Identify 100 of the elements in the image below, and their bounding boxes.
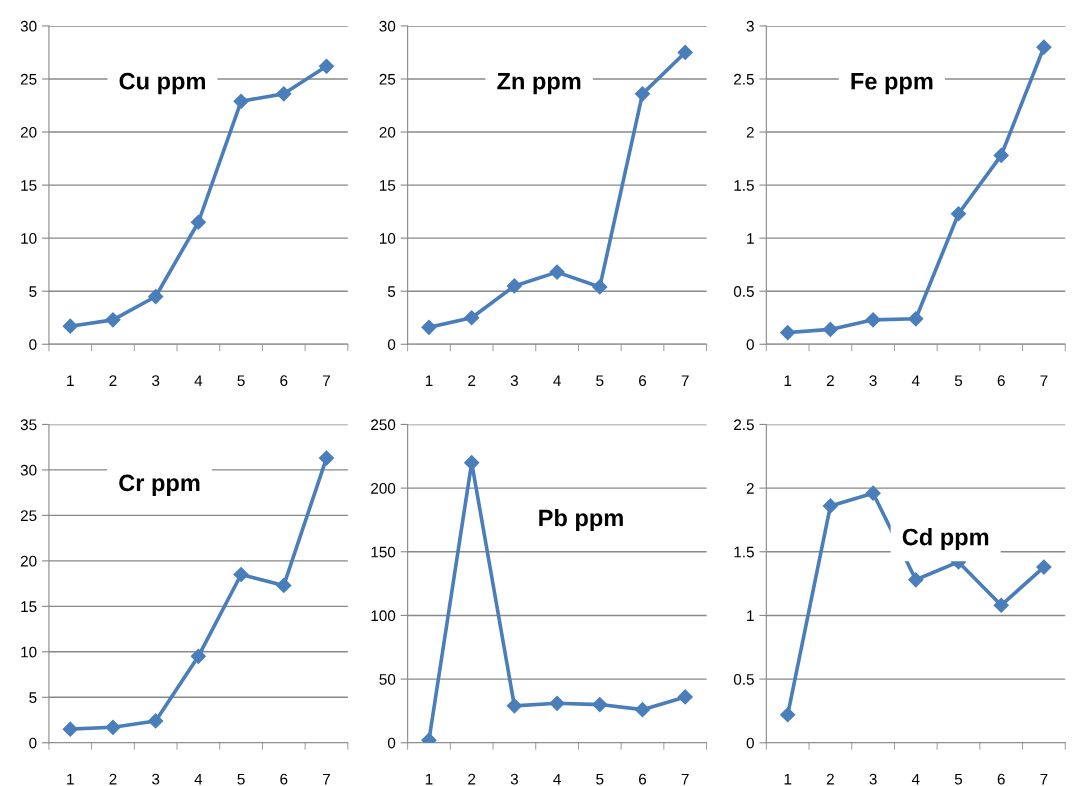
x-tick-label: 1: [67, 375, 74, 386]
x-tick-label: 6: [639, 375, 647, 387]
x-tick-label: 4: [911, 375, 920, 386]
point: [634, 702, 651, 718]
text: Pb ppm: [539, 508, 623, 531]
point: [318, 58, 335, 74]
y-tick-label: 35: [20, 419, 37, 431]
y-tick-label: 250: [371, 419, 396, 431]
x-tick-label: 3: [510, 773, 518, 785]
x-tick-label: 3: [152, 375, 160, 387]
x-tick-label: 2: [468, 773, 476, 785]
y-tick-label: 25: [20, 510, 37, 522]
y-tick-label: 20: [20, 555, 37, 567]
point: [908, 572, 924, 588]
x-tick-label: 2: [826, 773, 834, 785]
text: Fe ppm: [851, 73, 933, 95]
y-tick-label: 20: [20, 126, 37, 138]
x-tick-label: 4: [911, 773, 920, 785]
point: [780, 325, 796, 341]
y-tick-label: 5: [387, 286, 396, 297]
x-tick-label: 1: [425, 773, 433, 785]
y-tick-label: 2: [746, 126, 754, 138]
point: [592, 279, 608, 295]
point: [276, 86, 292, 102]
point: [780, 707, 796, 723]
point: [993, 597, 1009, 613]
y-tick-label: 50: [379, 673, 396, 685]
x-tick-label: 7: [1040, 773, 1048, 785]
point: [1036, 39, 1052, 55]
point: [506, 698, 522, 714]
x-tick-label: 5: [596, 375, 604, 387]
y-tick-label: 2.5: [734, 73, 754, 85]
x-tick-label: 3: [869, 375, 877, 387]
point: [62, 318, 78, 334]
text: Cd ppm: [902, 528, 989, 551]
y-tick-label: 200: [371, 482, 396, 494]
y-tick-label: 3: [746, 20, 754, 32]
y-tick-label: 0.5: [733, 673, 754, 685]
point: [865, 312, 881, 328]
x-tick-label: 5: [954, 375, 963, 387]
point: [318, 450, 335, 466]
y-tick-label: 0: [29, 737, 37, 749]
x-tick-label: 2: [109, 773, 117, 785]
point: [1036, 559, 1052, 575]
x-tick-label: 6: [280, 375, 288, 387]
x-tick-label: 3: [152, 773, 160, 785]
point: [677, 44, 693, 61]
x-tick-label: 7: [323, 773, 330, 785]
y-tick-label: 1: [747, 233, 754, 244]
x-tick-label: 7: [1040, 375, 1048, 386]
point: [506, 278, 522, 294]
y-tick-label: 5: [29, 286, 37, 297]
y-tick-label: 150: [371, 546, 396, 558]
text: Cu ppm: [119, 72, 205, 95]
point: [62, 721, 78, 737]
x-tick-label: 3: [869, 773, 877, 785]
x-tick-label: 4: [553, 773, 561, 785]
x-tick-label: 1: [784, 773, 792, 785]
point: [592, 697, 608, 713]
point: [276, 577, 292, 593]
x-tick-label: 6: [280, 773, 288, 785]
x-tick-label: 2: [826, 375, 834, 386]
x-tick-label: 2: [468, 375, 476, 386]
y-tick-label: 1.5: [734, 546, 754, 558]
point: [865, 485, 881, 501]
point: [233, 93, 249, 109]
y-tick-label: 30: [20, 464, 37, 476]
point: [993, 147, 1009, 163]
point: [677, 689, 693, 705]
point: [634, 86, 651, 102]
y-tick-label: 2.5: [734, 419, 754, 431]
point: [908, 311, 924, 327]
y-tick-label: 0: [387, 737, 396, 749]
y-tick-label: 30: [379, 20, 396, 32]
point: [148, 288, 164, 305]
x-tick-label: 4: [194, 375, 203, 386]
y-tick-label: 10: [21, 646, 37, 658]
point: [105, 719, 121, 735]
x-tick-label: 5: [237, 773, 245, 785]
y-tick-label: 100: [371, 610, 396, 622]
x-tick-label: 4: [553, 375, 561, 386]
x-tick-label: 1: [784, 375, 792, 386]
point: [464, 310, 480, 326]
y-tick-label: 5: [29, 692, 37, 703]
y-tick-label: 15: [379, 180, 396, 191]
x-tick-label: 1: [67, 773, 74, 785]
point: [822, 321, 838, 337]
y-tick-label: 15: [21, 601, 37, 613]
y-tick-label: 25: [20, 73, 37, 85]
x-tick-label: 5: [596, 773, 604, 785]
x-tick-label: 6: [639, 773, 647, 785]
point: [950, 206, 967, 222]
point: [148, 713, 164, 729]
point: [233, 566, 249, 583]
point: [105, 312, 121, 328]
y-tick-label: 15: [21, 180, 37, 191]
x-tick-label: 6: [997, 375, 1005, 387]
y-tick-label: 0: [746, 737, 754, 749]
y-tick-label: 0: [387, 339, 396, 350]
point: [549, 264, 565, 280]
